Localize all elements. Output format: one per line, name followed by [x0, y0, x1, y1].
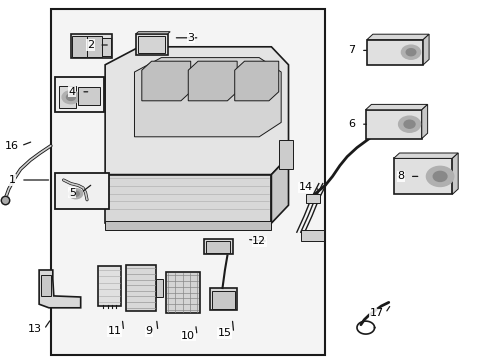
Text: 9: 9 [145, 326, 152, 336]
Circle shape [69, 189, 82, 199]
Bar [51, 9, 325, 355]
Bar [278, 140, 293, 169]
Text: 14: 14 [298, 182, 312, 192]
Bar [72, 36, 87, 57]
Bar [138, 36, 164, 53]
Bar [211, 291, 234, 309]
Bar [59, 86, 76, 108]
Bar [366, 40, 423, 65]
Bar [393, 158, 451, 194]
Text: 8: 8 [397, 171, 404, 181]
Polygon shape [423, 34, 428, 65]
Polygon shape [105, 175, 271, 223]
Bar [102, 38, 110, 56]
Text: 5: 5 [69, 188, 76, 198]
Text: 10: 10 [181, 330, 195, 341]
Polygon shape [451, 153, 457, 194]
Bar [78, 87, 100, 105]
Polygon shape [105, 47, 288, 175]
Circle shape [403, 120, 414, 128]
Polygon shape [142, 61, 190, 101]
Polygon shape [134, 58, 281, 137]
Bar [155, 279, 163, 297]
Bar [71, 34, 112, 58]
Text: 12: 12 [252, 236, 265, 246]
Circle shape [398, 116, 420, 132]
Bar [55, 77, 104, 112]
Polygon shape [39, 270, 81, 308]
Bar [126, 265, 156, 311]
Polygon shape [393, 153, 457, 158]
Bar [98, 266, 121, 306]
Text: 6: 6 [348, 119, 355, 129]
Text: 3: 3 [187, 33, 194, 43]
Bar [105, 221, 271, 230]
Bar [166, 272, 199, 313]
Circle shape [432, 171, 446, 181]
Text: 7: 7 [348, 45, 355, 55]
Bar [305, 194, 320, 203]
Text: 13: 13 [28, 324, 42, 334]
Text: 11: 11 [108, 326, 122, 336]
Circle shape [72, 191, 79, 196]
Bar [300, 230, 324, 241]
Bar [204, 239, 232, 254]
Text: 15: 15 [218, 328, 231, 338]
Polygon shape [271, 157, 288, 223]
Polygon shape [136, 32, 170, 34]
Bar [205, 241, 230, 253]
Circle shape [426, 166, 453, 186]
Polygon shape [365, 104, 427, 110]
Circle shape [62, 91, 80, 104]
Bar [210, 288, 237, 310]
Bar [55, 173, 109, 209]
Text: 4: 4 [69, 87, 76, 97]
Polygon shape [421, 104, 427, 139]
Circle shape [401, 45, 420, 59]
Text: 2: 2 [87, 40, 94, 50]
Bar [41, 275, 51, 296]
Text: 1: 1 [9, 175, 16, 185]
Polygon shape [234, 61, 278, 101]
Bar [136, 34, 167, 55]
Bar [87, 36, 102, 57]
Bar [365, 110, 421, 139]
Circle shape [406, 49, 415, 56]
Polygon shape [188, 61, 237, 101]
Text: 17: 17 [369, 308, 383, 318]
Text: 16: 16 [5, 141, 19, 151]
Polygon shape [366, 34, 428, 40]
Circle shape [66, 94, 75, 100]
